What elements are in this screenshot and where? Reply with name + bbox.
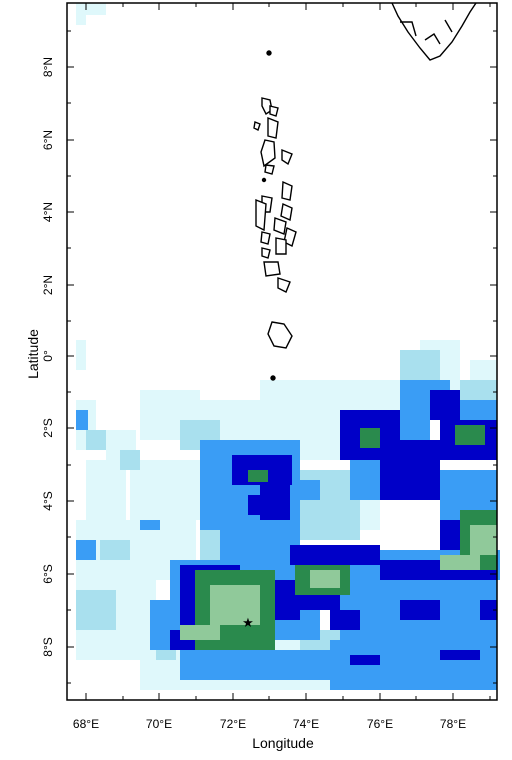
axis-ticks — [67, 3, 497, 700]
precip-layer-light-green — [180, 525, 497, 640]
y-tick-label: 0° — [41, 350, 55, 362]
precip-cell-very-light — [130, 460, 210, 520]
x-tick-label: 74°E — [293, 717, 319, 731]
atoll — [280, 202, 293, 222]
y-tick-labels: 8°N 6°N 4°N 2°N 0° 2°S 4°S 6°S 8°S — [41, 57, 55, 657]
x-tick-label: 70°E — [146, 717, 172, 731]
precip-cell-green — [360, 428, 380, 448]
map-frame — [66, 2, 498, 701]
precip-cell-very-light — [76, 15, 86, 25]
y-tick-label: 4°S — [41, 491, 55, 510]
precip-cell-light — [86, 430, 106, 450]
precip-cell-dark — [290, 545, 380, 565]
y-tick-label: 4°N — [41, 202, 55, 222]
coastlines — [253, 2, 477, 381]
atoll — [275, 237, 287, 255]
y-tick-label: 8°S — [41, 637, 55, 656]
precip-cell-light-green — [470, 525, 497, 555]
atoll — [273, 217, 287, 235]
precip-cell-medium — [220, 520, 300, 560]
precip-cell-very-light — [76, 340, 86, 370]
atoll — [253, 121, 261, 131]
atoll — [261, 247, 271, 259]
x-tick-label: 78°E — [440, 717, 466, 731]
atoll — [263, 261, 281, 277]
precip-cell-medium — [76, 410, 88, 430]
precip-cell-dark — [380, 440, 440, 500]
precip-cell-light — [400, 350, 440, 380]
atoll — [260, 231, 271, 245]
y-tick-label: 6°N — [41, 130, 55, 150]
x-tick-label: 72°E — [220, 717, 246, 731]
precip-cell-dark — [400, 600, 440, 620]
atoll — [261, 177, 267, 183]
precip-cell-very-light — [76, 3, 106, 15]
atoll — [266, 50, 272, 56]
y-tick-label: 6°S — [41, 564, 55, 583]
precip-cell-light — [460, 380, 497, 400]
atoll — [255, 198, 267, 232]
x-axis-label: Longitude — [252, 735, 314, 751]
precip-cell-light-green — [210, 585, 260, 625]
x-tick-labels: 68°E 70°E 72°E 74°E 76°E 78°E — [73, 717, 466, 731]
x-tick-label: 76°E — [367, 717, 393, 731]
x-tick-label: 68°E — [73, 717, 99, 731]
atoll — [267, 321, 293, 349]
atoll — [283, 227, 297, 248]
atoll — [281, 180, 293, 201]
precip-cell-green — [455, 425, 485, 445]
precip-cell-medium — [76, 540, 96, 560]
precip-cell-very-light — [86, 460, 126, 520]
y-tick-label: 8°N — [41, 57, 55, 77]
precip-cell-green — [248, 470, 268, 482]
y-tick-label: 2°N — [41, 275, 55, 295]
precip-cell-light — [120, 450, 140, 470]
precip-cell-light — [100, 540, 130, 560]
precip-cell-light-green — [310, 570, 340, 588]
precip-cell-dark — [248, 495, 268, 515]
precip-cell-dark — [350, 655, 380, 665]
y-tick-label: 2°S — [41, 418, 55, 437]
atoll — [269, 105, 279, 117]
precip-cell-dark — [330, 610, 360, 630]
precip-cell-dark — [440, 650, 480, 660]
india-coastline — [391, 2, 477, 61]
atoll — [267, 116, 279, 139]
precip-cell-medium — [140, 520, 160, 530]
precip-cell-dark — [430, 390, 460, 420]
precip-cell-light-green — [440, 555, 480, 570]
atoll — [260, 139, 276, 168]
precip-cell-light — [76, 590, 116, 630]
precip-cell-medium — [180, 650, 340, 680]
precip-cell-dark — [480, 600, 497, 620]
y-axis-label: Latitude — [25, 329, 41, 379]
star-marker: ★ — [242, 615, 254, 630]
atoll — [270, 375, 276, 381]
atoll — [281, 148, 293, 166]
atoll — [277, 277, 291, 293]
precip-cell-light-green — [180, 625, 220, 640]
atoll — [264, 164, 275, 175]
